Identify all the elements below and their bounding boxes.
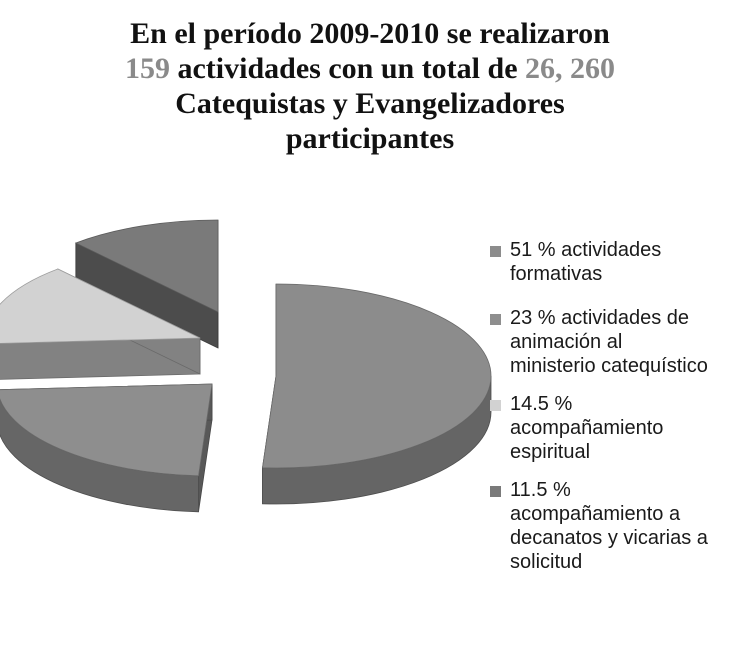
legend-label-line: animación al (510, 331, 623, 353)
legend-label-line: espiritual (510, 441, 591, 463)
pie-slice-group (262, 283, 492, 505)
legend-swatch (490, 400, 501, 411)
legend-label-line: solicitud (510, 551, 583, 573)
legend-label-line: ministerio catequístico (510, 355, 708, 377)
legend-label-line: 23 % actividades de (510, 307, 690, 329)
legend-label-line: 51 % actividades (510, 239, 662, 261)
title-line-4: participantes (285, 122, 455, 155)
title-line-1: En el período 2009-2010 se realizaron (130, 17, 610, 50)
pie-slice-group (0, 268, 201, 380)
activities-count: 159 (124, 52, 170, 85)
pie-slice (262, 283, 492, 469)
chart-title: En el período 2009-2010 se realizaron 15… (40, 16, 700, 156)
pie-slice-group (74, 219, 219, 349)
legend-label-line: 14.5 % (510, 393, 573, 415)
pie-slice (0, 268, 201, 344)
legend-label-line: formativas (510, 263, 603, 285)
legend-label-line: decanatos y vicarias a (510, 527, 708, 549)
legend-item: 23 % actividades de animación al ministeri… (490, 306, 735, 378)
title-line-2: 159 actividades con un total de 26, 260 (40, 51, 700, 86)
legend-label-line: 11.5 % (510, 479, 571, 501)
legend-label-line: acompañamiento a (510, 503, 681, 525)
legend-item: 51 % actividades formativas (490, 238, 735, 286)
legend-label-line: acompañamiento (510, 417, 664, 439)
legend-item: 14.5 % acompañamiento espiritual (490, 392, 735, 464)
title-line-2-text: actividades con un total de (169, 52, 526, 85)
pie-slice (74, 219, 219, 313)
legend-swatch (490, 246, 501, 257)
legend-item: 11.5 % acompañamiento a decanatos y vicari… (490, 478, 735, 574)
legend-swatch (490, 486, 501, 497)
participants-total: 26, 260 (525, 52, 616, 85)
legend-swatch (490, 314, 501, 325)
pie-slice-group (0, 383, 213, 513)
pie-slice (0, 383, 213, 477)
legend: 51 % actividades formativas 23 % actividad… (490, 238, 735, 574)
title-line-3: Catequistas y Evangelizadores (175, 87, 565, 120)
